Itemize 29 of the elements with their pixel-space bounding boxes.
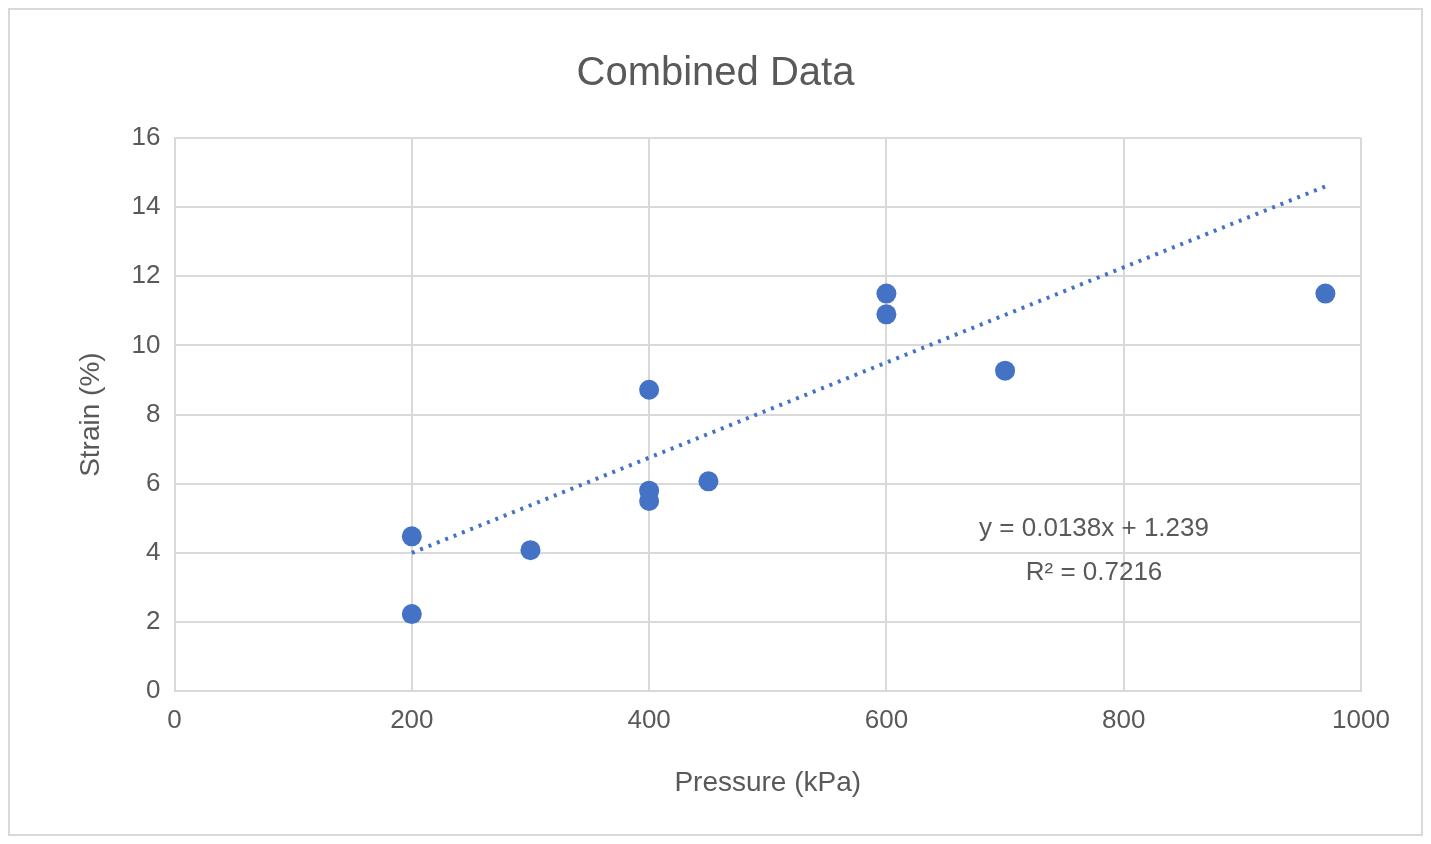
x-tick-label: 800 <box>1102 703 1146 734</box>
y-tick-label: 6 <box>146 466 161 497</box>
chart-title: Combined Data <box>576 49 856 94</box>
y-axis-title: Strain (%) <box>73 352 105 477</box>
x-tick-label: 1000 <box>1332 703 1390 734</box>
point <box>401 604 422 625</box>
x-tick-label: 600 <box>864 703 909 734</box>
point <box>876 283 897 304</box>
y-tick-label: 10 <box>131 328 161 359</box>
y-tick-label: 8 <box>146 397 161 428</box>
x-tick-label: 200 <box>390 703 434 734</box>
annotation: y = 0.0138x + 1.239 <box>979 512 1209 543</box>
y-tick-label: 14 <box>131 190 161 221</box>
point <box>639 379 660 400</box>
y-tick-label: 4 <box>146 536 161 567</box>
point <box>995 360 1016 381</box>
point <box>520 540 541 561</box>
y-tick-label: 0 <box>146 674 161 705</box>
point <box>698 471 719 492</box>
point <box>401 526 422 547</box>
annotation: R² = 0.7216 <box>1025 556 1163 587</box>
x-tick-label: 400 <box>627 703 671 734</box>
y-tick-label: 16 <box>131 121 161 152</box>
point <box>1315 283 1336 304</box>
y-tick-label: 12 <box>131 259 161 290</box>
y-tick-label: 2 <box>146 605 161 636</box>
x-tick-label: 0 <box>167 703 182 734</box>
x-axis-title: Pressure (kPa) <box>674 765 862 797</box>
point <box>876 304 897 325</box>
